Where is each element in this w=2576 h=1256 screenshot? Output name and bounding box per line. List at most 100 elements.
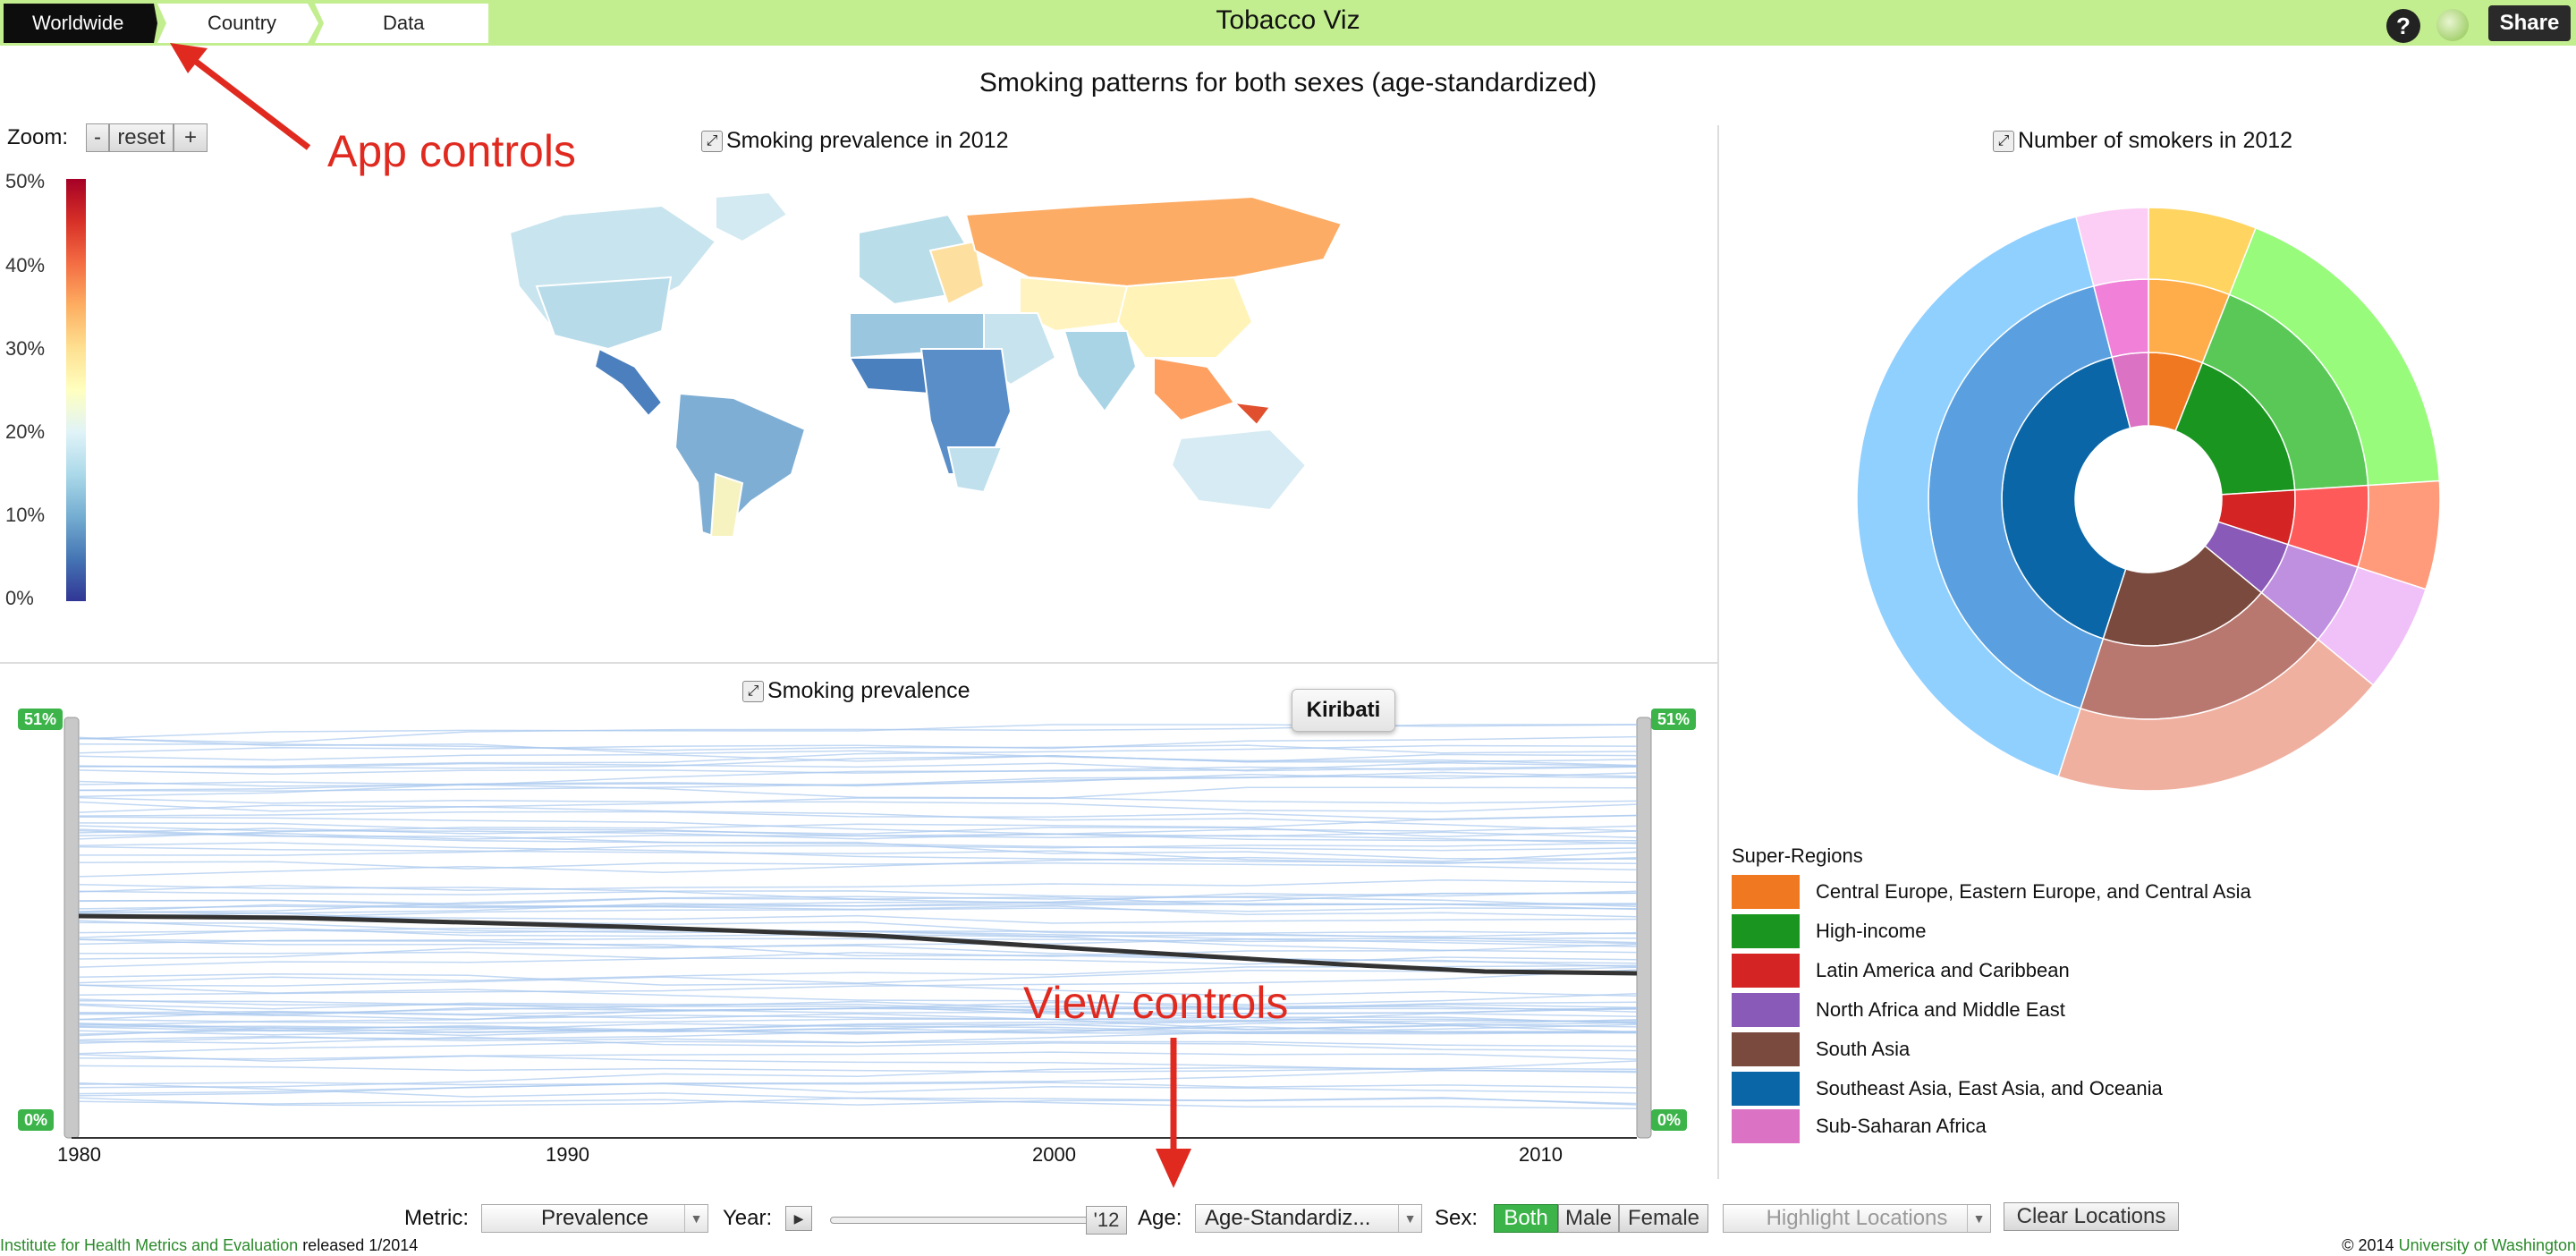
location-trend-line[interactable] [78, 998, 1638, 1010]
location-trend-line[interactable] [78, 772, 1638, 792]
location-trend-line[interactable] [78, 735, 1638, 754]
max-value-badge: 51% [18, 709, 63, 730]
location-trend-line[interactable] [78, 937, 1638, 960]
location-trend-line[interactable] [78, 929, 1638, 938]
share-button[interactable]: Share [2488, 5, 2571, 41]
footer-copyright: © 2014 University of Washington [2342, 1236, 2576, 1255]
location-trend-line[interactable] [78, 1082, 1638, 1094]
location-trend-line[interactable] [78, 842, 1638, 864]
expand-icon[interactable]: ⤢ [701, 131, 723, 153]
trend-chart[interactable] [0, 698, 1717, 1181]
location-trend-line[interactable] [78, 810, 1638, 820]
location-trend-line[interactable] [78, 938, 1638, 964]
page-title: Smoking patterns for both sexes (age-sta… [979, 68, 1597, 98]
legend-item[interactable]: North Africa and Middle East [1732, 993, 2065, 1027]
expand-icon[interactable]: ⤢ [1993, 131, 2014, 153]
tab-worldwide[interactable]: Worldwide [4, 4, 157, 43]
min-value-badge: 0% [18, 1109, 54, 1131]
color-scale-ticks: 50% 40% 30% 20% 10% 0% [0, 170, 64, 617]
location-trend-line[interactable] [78, 762, 1638, 772]
location-trend-line[interactable] [78, 892, 1638, 914]
sunburst-segment[interactable] [1856, 216, 2095, 777]
location-trend-line[interactable] [78, 1020, 1637, 1044]
tab-country[interactable]: Country [157, 4, 318, 43]
location-trend-line[interactable] [78, 1060, 1638, 1089]
globe-icon[interactable] [2436, 9, 2469, 41]
zoom-out-button[interactable]: - [86, 123, 109, 152]
location-trend-line[interactable] [78, 761, 1638, 786]
play-button[interactable]: ▶ [785, 1206, 812, 1231]
location-trend-line[interactable] [78, 736, 1638, 767]
location-trend-line[interactable] [78, 972, 1638, 997]
location-trend-line[interactable] [78, 1097, 1638, 1107]
sex-both-button[interactable]: Both [1494, 1204, 1558, 1233]
location-trend-line[interactable] [78, 1022, 1638, 1032]
location-trend-line[interactable] [78, 744, 1638, 768]
location-trend-line[interactable] [78, 755, 1638, 769]
location-trend-line[interactable] [78, 993, 1638, 1015]
legend-item[interactable]: Central Europe, Eastern Europe, and Cent… [1732, 875, 2251, 909]
legend-item[interactable]: Southeast Asia, East Asia, and Oceania [1732, 1072, 2163, 1106]
legend-item[interactable]: Sub-Saharan Africa [1732, 1109, 1987, 1143]
zoom-in-button[interactable]: + [174, 123, 208, 152]
legend-item[interactable]: High-income [1732, 914, 1927, 948]
location-trend-line[interactable] [78, 771, 1638, 792]
legend-item[interactable]: South Asia [1732, 1032, 1910, 1066]
location-trend-line[interactable] [78, 1012, 1638, 1036]
metric-select[interactable]: Prevalence ▼ [481, 1204, 708, 1233]
location-trend-line[interactable] [78, 1065, 1638, 1073]
location-trend-line[interactable] [78, 1051, 1638, 1063]
expand-icon[interactable]: ⤢ [742, 681, 764, 703]
location-trend-line[interactable] [78, 1025, 1638, 1037]
year-slider[interactable] [830, 1217, 1089, 1224]
average-trend-line [78, 913, 1638, 976]
location-trend-line[interactable] [78, 913, 1638, 924]
location-trend-line[interactable] [78, 780, 1638, 804]
sex-female-button[interactable]: Female [1619, 1204, 1708, 1233]
uw-link[interactable]: University of Washington [2398, 1236, 2576, 1254]
tab-data[interactable]: Data [315, 4, 488, 43]
world-map[interactable] [447, 179, 1377, 555]
zoom-reset-button[interactable]: reset [109, 123, 174, 152]
location-trend-line[interactable] [78, 814, 1638, 840]
location-trend-line[interactable] [78, 1069, 1638, 1097]
location-trend-line[interactable] [78, 829, 1638, 852]
location-trend-line[interactable] [78, 724, 1638, 740]
location-trend-line[interactable] [78, 1082, 1638, 1095]
left-range-handle [64, 717, 80, 1139]
ihme-link[interactable]: Institute for Health Metrics and Evaluat… [0, 1236, 299, 1254]
location-trend-line[interactable] [78, 825, 1638, 840]
location-trend-line[interactable] [78, 796, 1638, 813]
location-trend-line[interactable] [78, 878, 1638, 893]
location-trend-line[interactable] [79, 951, 1638, 965]
age-select[interactable]: Age-Standardiz... ▼ [1195, 1204, 1422, 1233]
location-trend-line[interactable] [78, 1036, 1638, 1052]
location-trend-line[interactable] [78, 912, 1638, 944]
location-trend-line[interactable] [78, 883, 1638, 908]
location-tooltip: Kiribati [1292, 689, 1395, 732]
location-trend-line[interactable] [78, 984, 1638, 1010]
help-button[interactable]: ? [2386, 9, 2420, 43]
location-trend-line[interactable] [78, 753, 1638, 763]
location-trend-line[interactable] [78, 1018, 1638, 1024]
location-trend-line[interactable] [78, 842, 1638, 856]
sex-male-button[interactable]: Male [1558, 1204, 1619, 1233]
location-trend-line[interactable] [78, 969, 1638, 996]
location-trend-line[interactable] [78, 1023, 1638, 1035]
location-trend-line[interactable] [78, 828, 1638, 861]
location-trend-line[interactable] [78, 890, 1638, 911]
legend-item[interactable]: Latin America and Caribbean [1732, 954, 2070, 988]
clear-locations-button[interactable]: Clear Locations [2004, 1202, 2179, 1231]
location-trend-line[interactable] [78, 1019, 1638, 1037]
highlight-locations-select[interactable]: Highlight Locations ▼ [1723, 1204, 1991, 1233]
location-trend-line[interactable] [78, 851, 1638, 878]
year-slider-handle[interactable]: '12 [1086, 1206, 1127, 1235]
sunburst-chart[interactable] [1855, 206, 2442, 793]
sunburst-panel-title: ⤢ Number of smokers in 2012 [1993, 128, 2292, 154]
location-trend-line[interactable] [78, 861, 1638, 871]
location-trend-line[interactable] [78, 943, 1638, 968]
sunburst-segment[interactable] [2075, 207, 2149, 287]
legend-label: South Asia [1816, 1038, 1911, 1060]
location-trend-line[interactable] [78, 786, 1638, 813]
location-trend-line[interactable] [78, 801, 1638, 832]
